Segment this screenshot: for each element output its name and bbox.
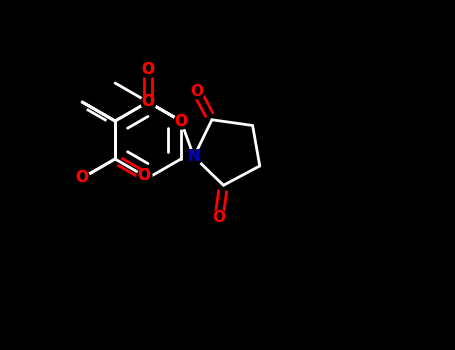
Text: O: O: [174, 113, 187, 128]
Text: O: O: [142, 62, 155, 77]
Text: O: O: [142, 94, 155, 110]
Text: O: O: [142, 94, 155, 110]
Text: O: O: [142, 62, 155, 77]
Text: O: O: [137, 168, 151, 183]
Text: O: O: [174, 113, 187, 128]
Text: N: N: [187, 149, 200, 164]
Text: O: O: [137, 168, 151, 183]
Text: N: N: [187, 149, 200, 164]
Text: O: O: [190, 84, 203, 99]
Text: O: O: [76, 170, 89, 186]
Text: O: O: [212, 210, 226, 225]
Text: O: O: [76, 170, 89, 186]
